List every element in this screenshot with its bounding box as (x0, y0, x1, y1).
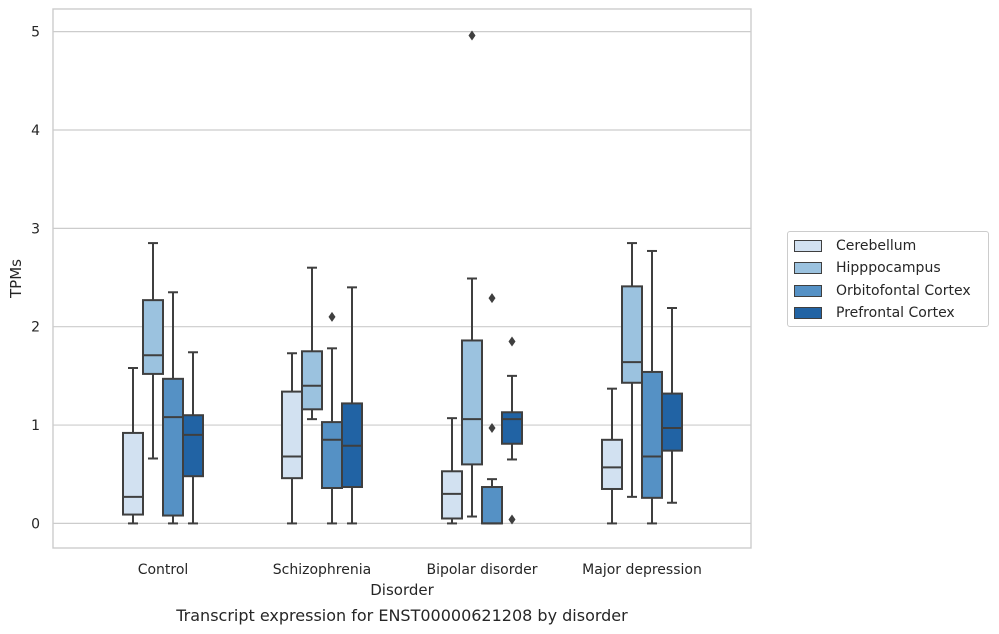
figure-caption: Transcript expression for ENST0000062120… (176, 606, 628, 625)
box (641, 370, 663, 499)
legend-swatch (794, 262, 822, 274)
y-axis-label: TPMs (7, 259, 25, 299)
legend-item-orbitofrontal-cortex: Orbitofontal Cortex (794, 282, 971, 300)
legend-item-prefrontal-cortex: Prefrontal Cortex (794, 304, 955, 322)
box (142, 299, 164, 375)
box (122, 431, 144, 516)
legend-label: Orbitofontal Cortex (836, 283, 971, 299)
box (301, 350, 323, 411)
box (501, 411, 523, 445)
box (481, 486, 503, 525)
outlier-point (508, 514, 516, 525)
box (321, 421, 343, 490)
box (661, 392, 683, 452)
box (461, 339, 483, 466)
box (601, 438, 623, 490)
box (621, 285, 643, 384)
legend-item-cerebellum: Cerebellum (794, 237, 916, 255)
box (281, 390, 303, 480)
outlier-point (468, 30, 476, 41)
x-tick-label: Schizophrenia (273, 562, 371, 578)
legend-swatch (794, 285, 822, 297)
y-tick-label: 4 (31, 123, 40, 139)
y-tick-label: 5 (31, 25, 40, 41)
y-tick-label: 3 (31, 221, 40, 237)
y-tick-label: 0 (31, 516, 40, 532)
x-axis-label: Disorder (370, 581, 434, 599)
x-tick-label: Major depression (582, 562, 702, 578)
legend-label: Cerebellum (836, 238, 917, 254)
y-tick-label: 1 (31, 418, 40, 434)
legend-label: Hipppocampus (836, 260, 941, 276)
outlier-point (488, 293, 496, 304)
x-tick-label: Control (138, 562, 189, 578)
legend-label: Prefrontal Cortex (836, 305, 955, 321)
outlier-point (508, 336, 516, 347)
legend-item-hippocampus: Hipppocampus (794, 259, 941, 277)
y-tick-label: 2 (31, 320, 40, 336)
outlier-point (488, 423, 496, 434)
legend: Cerebellum Hipppocampus Orbitofontal Cor… (787, 231, 989, 327)
plot-frame (52, 8, 752, 549)
box (162, 377, 184, 517)
box (182, 414, 204, 478)
outlier-point (328, 311, 336, 322)
legend-swatch (794, 307, 822, 319)
x-tick-label: Bipolar disorder (426, 562, 537, 578)
legend-swatch (794, 240, 822, 252)
